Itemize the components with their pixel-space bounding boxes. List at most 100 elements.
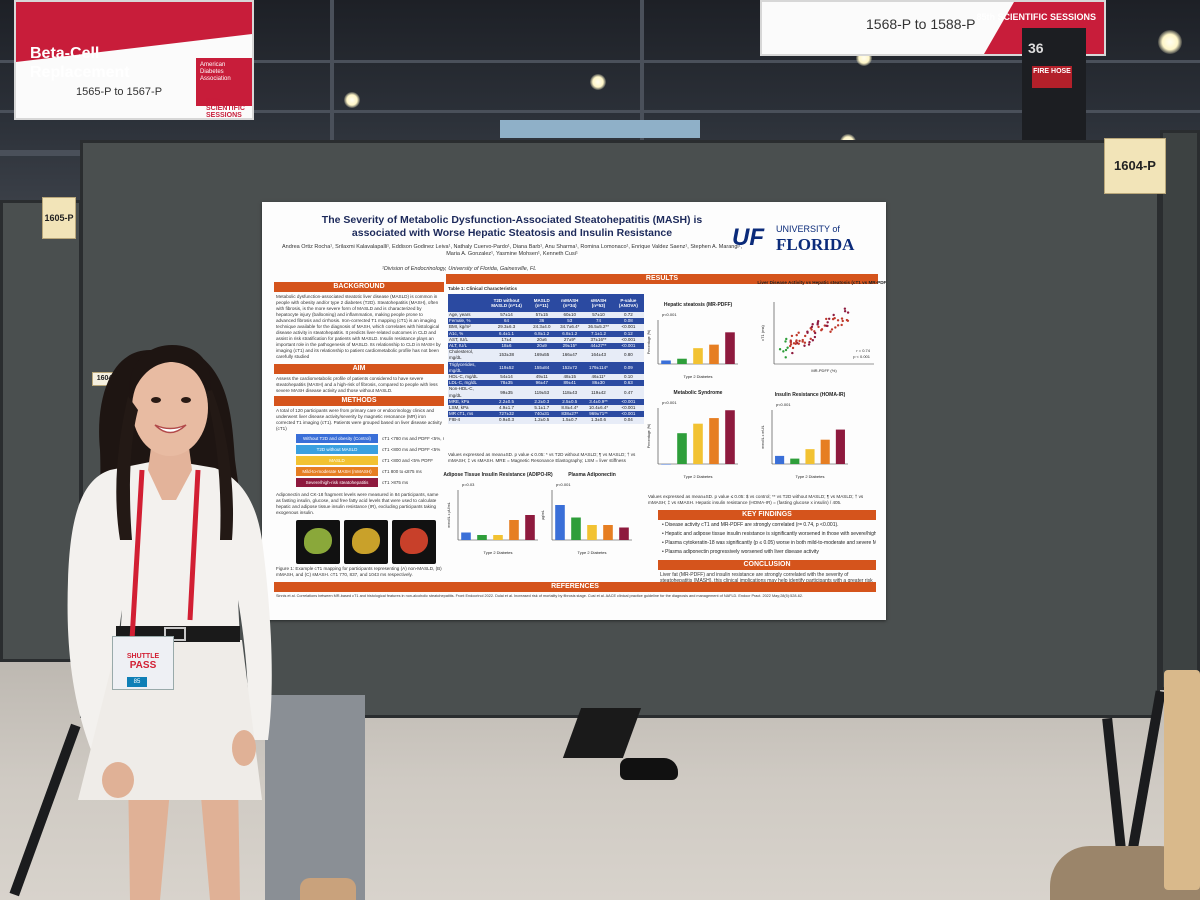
sign-sessions: 85th SCIENTIFIC SESSIONS	[206, 98, 245, 119]
table-cell: MR cT1, ms	[448, 411, 485, 418]
scatter-point	[782, 350, 785, 353]
ceiling-light	[344, 92, 360, 108]
chart-p-value: p<0.001	[662, 400, 677, 405]
scatter-point	[795, 333, 798, 337]
scatter-point	[826, 321, 829, 324]
section-header-conclusion: CONCLUSION	[658, 560, 876, 570]
uf-logo-mark: UF	[732, 224, 764, 251]
chart-x-label: Type 2 Diabetes	[684, 474, 713, 479]
section-header-results: RESULTS	[446, 274, 878, 284]
table-cell: 64	[484, 318, 529, 325]
research-poster: The Severity of Metabolic Dysfunction-As…	[262, 202, 886, 620]
table-cell: Age, years	[448, 312, 485, 319]
scatter-point	[784, 356, 787, 359]
table-header-cell: P-value (ANOVA)	[612, 294, 644, 312]
scatter-point	[832, 313, 835, 317]
scatter-point	[830, 328, 834, 331]
chart-bar	[790, 458, 800, 464]
section-header-key-findings: KEY FINDINGS	[658, 510, 876, 520]
table-cell: 0.04	[612, 417, 644, 424]
table-cell: 48±15	[555, 374, 585, 381]
table-cell: Female, %	[448, 318, 485, 325]
scatter-point	[843, 310, 847, 313]
table-row: BMI, kg/m² 29.3±6.3 24.3±4.0 34.7±6.4* 36.5±…	[448, 324, 644, 331]
scatter-point	[803, 344, 806, 347]
scatter-point	[789, 341, 792, 344]
chart-p-value: p=0.03	[462, 482, 475, 487]
table-cell: 57±15	[528, 312, 556, 319]
table-cell: HDL-C, mg/dL	[448, 374, 485, 381]
scatter-point	[843, 307, 847, 310]
methods-text-2: Adiponectin and CK-18 fragment levels we…	[276, 492, 439, 515]
disease-level-label: Mild-to-moderate MASH (mMASH)	[296, 467, 378, 476]
chart-bar	[493, 535, 503, 540]
table-cell: Non-HDL-C, mg/dL	[448, 386, 485, 399]
uf-logo-university: UNIVERSITY of	[776, 224, 840, 234]
background-person-trousers	[265, 695, 365, 900]
disease-level-label: Severe/high-risk steatohepatitis (sMASH)	[296, 478, 378, 494]
ceiling-truss	[640, 0, 644, 190]
scatter-point	[831, 317, 835, 321]
scatter-point	[786, 346, 789, 349]
sign-poster-range: 1565-P to 1567-P	[76, 86, 163, 98]
section-header-methods: METHODS	[274, 396, 444, 406]
table-cell: 7.1±1.2	[584, 330, 613, 337]
table-cell: 179±114*	[584, 361, 613, 375]
shuttle-pass-badge: SHUTTLE PASS 85	[112, 636, 174, 690]
scatter-point	[792, 342, 796, 345]
ada-logo-text: American Diabetes Association	[200, 62, 231, 82]
table-cell: LDL-C, mg/dL	[448, 380, 485, 387]
hanging-sign-left: Beta-Cell Replacement 1565-P to 1567-P A…	[14, 0, 254, 120]
table-cell: <0.001	[612, 405, 644, 412]
figure-caption: Figure 1: Example cT1 mapping for partic…	[276, 566, 442, 577]
scatter-point	[841, 319, 844, 323]
disease-level-criteria: cT1 >875 ms	[382, 480, 409, 485]
table-cell: 57±14	[484, 312, 529, 319]
table-cell: 46±11*	[584, 374, 613, 381]
scatter-point	[797, 342, 800, 345]
results-charts: Hepatic steatosis (MR-PDFF) p<0.001 Type 2…	[443, 280, 886, 555]
chart-bar	[619, 527, 629, 540]
background-text: Metabolic dysfunction-associated steatot…	[276, 294, 441, 359]
table-row: Non-HDL-C, mg/dL 99±35 119±53 118±43 119±42 0…	[448, 386, 644, 399]
disease-level-criteria: cT1 <800 ms and PDFF <5%	[382, 447, 441, 452]
table-cell: 20±6	[528, 336, 556, 344]
badge-top-text: SHUTTLE	[126, 653, 160, 660]
scatter-point	[834, 326, 837, 329]
table-cell: 44±27**	[584, 343, 613, 350]
chart-bar	[661, 464, 671, 465]
scatter-point	[809, 337, 812, 341]
table-cell: A1c, %	[448, 330, 485, 337]
mri-liver	[304, 528, 332, 554]
table-cell: 3.4±0.9**	[584, 398, 613, 406]
chart-bar	[775, 455, 785, 464]
table-caption: Table 1: Clinical Characteristics	[448, 286, 518, 291]
scatter-point	[785, 337, 788, 341]
table-cell: 96±47	[528, 380, 556, 387]
scatter-point	[798, 339, 801, 343]
table-cell: 0.08	[612, 318, 644, 325]
poster-affiliation: ¹Division of Endocrinology, University o…	[382, 266, 537, 272]
poster-tube	[1164, 670, 1200, 890]
scatter-point	[784, 340, 787, 343]
table-cell: 0.72	[612, 312, 644, 319]
scatter-point	[791, 346, 795, 350]
chart-bar	[835, 429, 845, 464]
chart-bar	[603, 525, 613, 540]
scatter-point	[803, 341, 807, 344]
table-cell: 8.8±4.4*	[555, 405, 585, 412]
table-cell: 2.5±0.5	[555, 398, 585, 406]
disease-level-label: MASLD	[296, 456, 378, 465]
uf-logo-florida: FLORIDA	[776, 235, 855, 254]
disease-level-criteria: cT1 <780 ms and PDFF <5%, noT2D, no over…	[382, 436, 444, 441]
table-cell: 0.80	[612, 349, 644, 362]
table-cell: 37±16**	[584, 336, 613, 344]
table-cell: 118±43	[555, 386, 585, 399]
table-cell: <0.001	[612, 343, 644, 350]
scatter-point	[840, 317, 844, 320]
scatter-point	[825, 317, 828, 321]
chart-p-value: p<0.001	[776, 402, 791, 407]
chart-bar	[709, 344, 719, 364]
table-cell: 0.47	[612, 386, 644, 399]
key-finding-item: • Plasma cytokeratin-18 was significantl…	[662, 540, 876, 546]
